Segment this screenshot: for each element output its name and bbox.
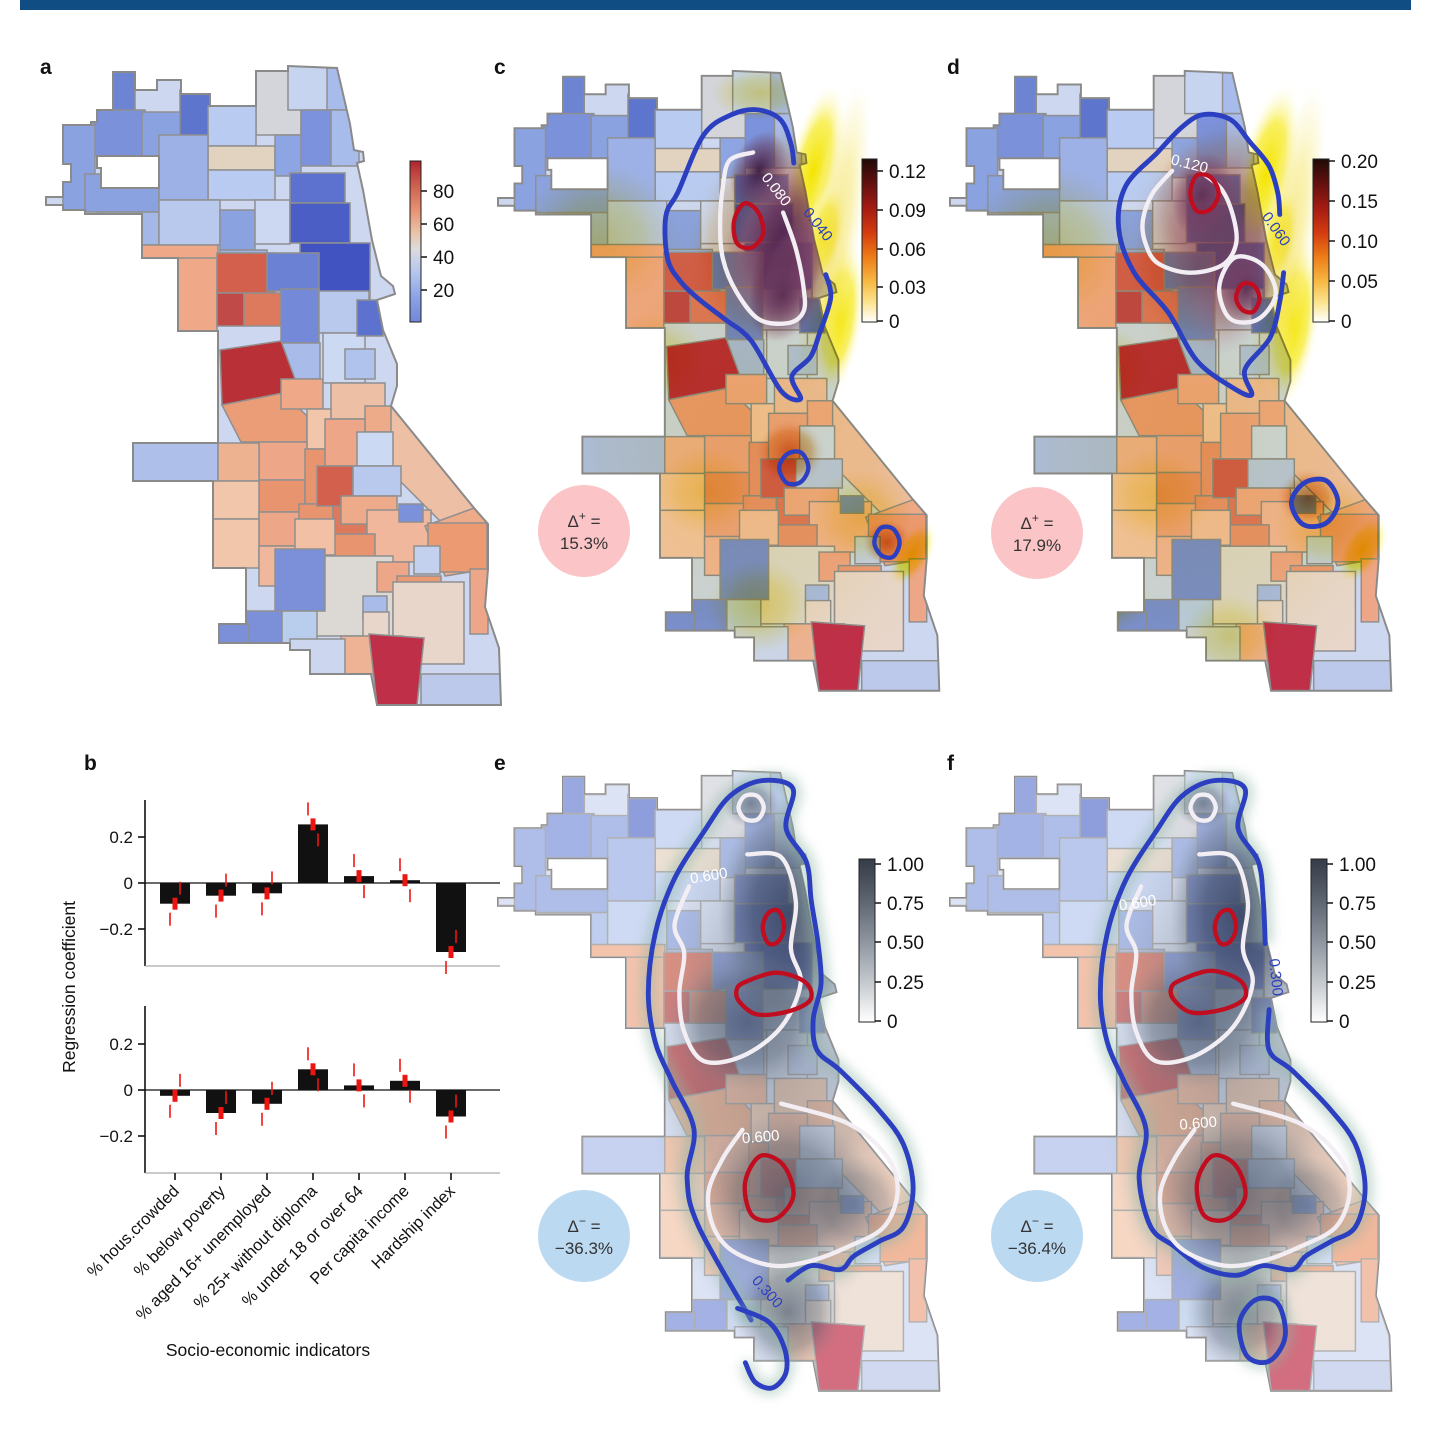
svg-text:1.00: 1.00 — [887, 855, 924, 876]
svg-text:0.300: 0.300 — [1265, 958, 1286, 997]
svg-text:0.10: 0.10 — [1341, 232, 1378, 253]
svg-text:0.05: 0.05 — [1341, 272, 1378, 293]
svg-text:0: 0 — [1339, 1012, 1350, 1033]
svg-text:0.12: 0.12 — [889, 162, 926, 183]
svg-text:e: e — [494, 752, 506, 775]
svg-text:0.600: 0.600 — [1118, 892, 1158, 915]
svg-text:Δ− =: Δ− = — [1020, 1214, 1053, 1236]
svg-text:Δ+ =: Δ+ = — [567, 509, 600, 531]
svg-text:80: 80 — [433, 182, 454, 203]
svg-text:−0.2: −0.2 — [99, 1127, 133, 1146]
svg-text:f: f — [947, 752, 955, 775]
svg-text:0.50: 0.50 — [1339, 933, 1376, 954]
svg-text:0.600: 0.600 — [1179, 1114, 1218, 1134]
svg-text:Hardship index: Hardship index — [368, 1182, 459, 1273]
svg-text:0: 0 — [1341, 312, 1352, 333]
svg-text:0: 0 — [887, 1012, 898, 1033]
svg-text:0.06: 0.06 — [889, 240, 926, 261]
svg-text:0.03: 0.03 — [889, 278, 926, 299]
svg-text:0.2: 0.2 — [109, 1035, 133, 1054]
svg-text:Socio-economic indicators: Socio-economic indicators — [166, 1340, 371, 1360]
svg-text:0.600: 0.600 — [741, 1127, 780, 1147]
svg-text:0.75: 0.75 — [887, 894, 924, 915]
svg-text:0.25: 0.25 — [1339, 973, 1376, 994]
svg-text:−36.4%: −36.4% — [1008, 1239, 1066, 1258]
svg-text:60: 60 — [433, 215, 454, 236]
svg-text:0.600: 0.600 — [689, 865, 729, 888]
svg-text:0.75: 0.75 — [1339, 894, 1376, 915]
svg-text:Regression coefficient: Regression coefficient — [59, 901, 79, 1073]
svg-text:40: 40 — [433, 248, 454, 269]
svg-text:1.00: 1.00 — [1339, 855, 1376, 876]
svg-text:−0.2: −0.2 — [99, 920, 133, 939]
svg-text:Δ+ =: Δ+ = — [1020, 511, 1053, 533]
svg-text:Δ− =: Δ− = — [567, 1214, 600, 1236]
svg-text:−36.3%: −36.3% — [555, 1239, 613, 1258]
svg-text:b: b — [84, 752, 97, 775]
svg-text:c: c — [494, 56, 506, 79]
svg-text:0.15: 0.15 — [1341, 192, 1378, 213]
svg-text:0: 0 — [124, 874, 133, 893]
svg-text:0: 0 — [889, 312, 900, 333]
svg-text:a: a — [40, 56, 52, 79]
svg-text:15.3%: 15.3% — [560, 534, 608, 553]
svg-text:0.2: 0.2 — [109, 828, 133, 847]
svg-text:17.9%: 17.9% — [1013, 536, 1061, 555]
svg-text:0.20: 0.20 — [1341, 152, 1378, 173]
svg-text:0.50: 0.50 — [887, 933, 924, 954]
svg-text:0.09: 0.09 — [889, 201, 926, 222]
svg-text:20: 20 — [433, 281, 454, 302]
svg-text:0: 0 — [124, 1081, 133, 1100]
svg-text:0.25: 0.25 — [887, 973, 924, 994]
svg-text:d: d — [947, 56, 960, 79]
